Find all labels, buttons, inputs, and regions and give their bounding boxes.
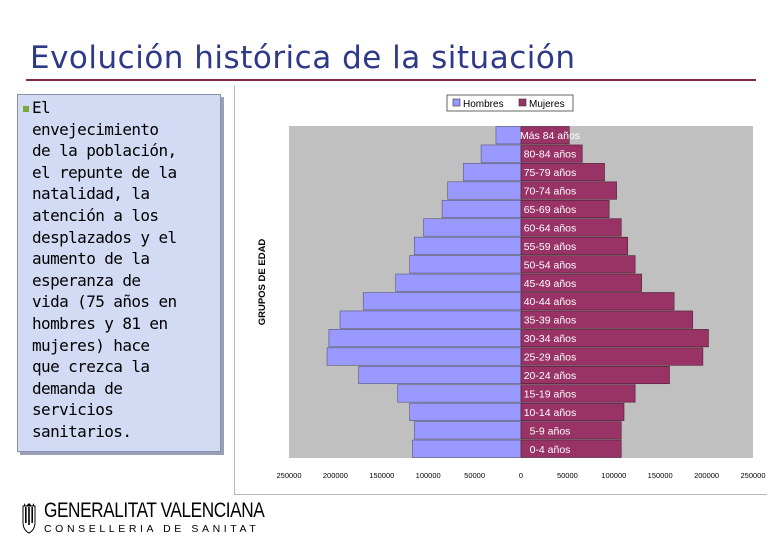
age-group-label: 20-24 años (524, 370, 577, 382)
bar-hombres (358, 365, 522, 385)
bar-hombres (463, 163, 522, 182)
age-group-label: 70-74 años (524, 186, 577, 198)
bar-mujeres (520, 384, 636, 403)
bar-hombres (412, 439, 522, 458)
age-group-label: 50-54 años (524, 259, 577, 271)
logo-text-line1: GENERALITAT VALENCIANA (44, 499, 265, 522)
x-tick-label: 0 (519, 471, 523, 480)
age-group-label: 60-64 años (524, 222, 577, 234)
age-group-label: 80-84 años (524, 149, 577, 161)
slide-title: Evolución histórica de la situación (30, 40, 576, 76)
age-group-label: 15-19 años (524, 388, 577, 400)
bar-hombres (423, 218, 522, 237)
bar-mujeres (520, 144, 583, 163)
y-axis-label: GRUPOS DE EDAD (257, 239, 268, 326)
bullet-icon (23, 106, 29, 112)
bar-mujeres (520, 218, 622, 237)
age-group-label: 65-69 años (524, 204, 577, 216)
bar-hombres (495, 126, 522, 145)
bar-hombres (397, 384, 522, 403)
body-text: El envejecimiento de la población, el re… (32, 98, 177, 441)
legend-swatch-hombres (452, 98, 461, 107)
bar-hombres (480, 144, 522, 163)
legend-swatch-mujeres (518, 98, 527, 107)
bar-hombres (413, 421, 522, 440)
generalitat-logo: GENERALITAT VALENCIANA CONSELLERIA DE SA… (20, 499, 265, 536)
age-group-label: 25-29 años (524, 352, 577, 364)
population-pyramid-chart: Hombres Mujeres Más 84 años 80-84 años 75-79… (234, 86, 767, 495)
bar-mujeres (520, 402, 625, 421)
age-group-label: 35-39 años (524, 315, 577, 327)
bar-mujeres (520, 329, 709, 348)
bar-mujeres (520, 236, 629, 255)
bar-mujeres (520, 347, 704, 366)
x-tick-label: 100000 (601, 471, 626, 480)
age-group-label: 10-14 años (524, 407, 577, 419)
age-group-label: 40-44 años (524, 296, 577, 308)
bar-mujeres (520, 365, 670, 385)
x-tick-label: 50000 (464, 471, 485, 480)
age-group-label: 5-9 años (530, 425, 571, 437)
age-group-label: 30-34 años (524, 333, 577, 345)
x-tick-label: 150000 (648, 471, 673, 480)
bar-hombres (326, 347, 522, 366)
age-group-label: 0-4 años (530, 444, 571, 456)
chart-svg: Hombres Mujeres Más 84 años 80-84 años 75-79… (257, 94, 766, 480)
x-tick-label: 200000 (323, 471, 348, 480)
bar-mujeres (520, 439, 622, 458)
bar-hombres (409, 402, 522, 421)
x-tick-label: 250000 (740, 471, 765, 480)
age-group-label: 55-59 años (524, 241, 577, 253)
bar-mujeres (520, 310, 693, 329)
age-group-label: Más 84 años (520, 130, 580, 142)
bar-mujeres (520, 273, 642, 292)
bar-mujeres (520, 163, 605, 182)
legend-label-hombres: Hombres (463, 99, 504, 110)
bar-mujeres (520, 421, 622, 440)
bar-mujeres (520, 292, 675, 311)
age-group-label: 75-79 años (524, 167, 577, 179)
bar-mujeres (520, 255, 636, 274)
bar-hombres (413, 236, 522, 255)
bar-mujeres (520, 181, 617, 200)
title-underline (26, 79, 756, 81)
coat-of-arms-icon (22, 503, 36, 534)
bar-mujeres (520, 126, 570, 145)
bar-hombres (328, 329, 522, 348)
x-tick-label: 100000 (416, 471, 441, 480)
bar-hombres (441, 199, 522, 219)
bar-hombres (447, 181, 522, 200)
bar-hombres (395, 273, 522, 292)
bar-hombres (362, 292, 522, 311)
legend-box (446, 94, 574, 112)
bar-mujeres (520, 199, 610, 219)
x-tick-label: 250000 (276, 471, 301, 480)
x-tick-label: 50000 (557, 471, 578, 480)
bar-hombres (339, 310, 522, 329)
age-group-label: 45-49 años (524, 278, 577, 290)
text-box: El envejecimiento de la población, el re… (17, 94, 221, 452)
bar-hombres (409, 255, 522, 274)
logo-text-line2: CONSELLERIA DE SANITAT (44, 523, 260, 535)
x-tick-label: 200000 (694, 471, 719, 480)
x-tick-label: 150000 (369, 471, 394, 480)
plot-area (289, 126, 753, 458)
legend-label-mujeres: Mujeres (529, 99, 565, 110)
